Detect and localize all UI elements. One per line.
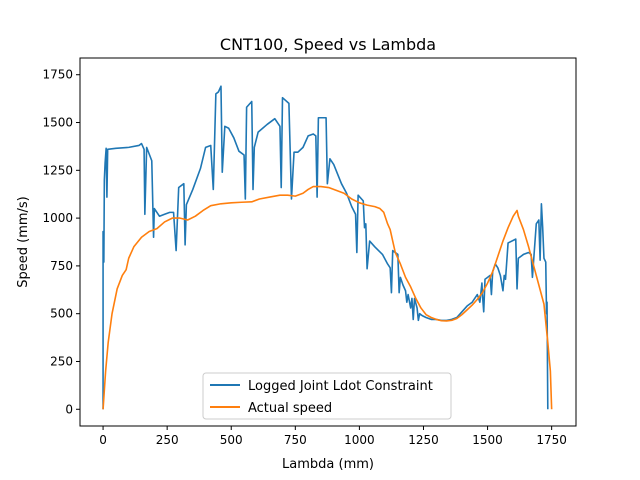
- x-tick-label: 1750: [536, 433, 567, 447]
- x-axis-label: Lambda (mm): [282, 457, 374, 472]
- x-tick-label: 1500: [472, 433, 503, 447]
- y-tick-label: 0: [65, 402, 73, 416]
- y-axis: 0 250 500 750 1000 1250 1500 1750: [42, 68, 80, 416]
- legend-label-logged-joint: Logged Joint Ldot Constraint: [248, 379, 433, 394]
- y-axis-label: Speed (mm/s): [16, 196, 31, 288]
- series-line-1: [102, 185, 553, 410]
- y-tick-label: 1250: [42, 163, 73, 177]
- y-tick-label: 1500: [42, 116, 73, 130]
- legend: Logged Joint Ldot Constraint Actual spee…: [202, 372, 452, 420]
- x-tick-label: 1250: [408, 433, 439, 447]
- legend-label-actual-speed: Actual speed: [248, 401, 332, 416]
- y-tick-label: 500: [50, 307, 73, 321]
- y-tick-label: 1750: [42, 68, 73, 82]
- x-tick-label: 0: [99, 433, 107, 447]
- chart-title: CNT100, Speed vs Lambda: [220, 35, 436, 54]
- series-layer: [102, 85, 553, 410]
- x-tick-label: 250: [156, 433, 179, 447]
- y-tick-label: 1000: [42, 211, 73, 225]
- y-tick-label: 250: [50, 354, 73, 368]
- axes-frame: [79, 57, 577, 427]
- y-tick-label: 750: [50, 259, 73, 273]
- x-tick-label: 750: [284, 433, 307, 447]
- plot-area: [102, 85, 553, 410]
- x-axis: 0 250 500 750 1000 1250 1500 1750: [99, 426, 567, 447]
- x-tick-label: 500: [220, 433, 243, 447]
- x-tick-label: 1000: [344, 433, 375, 447]
- legend-box: [202, 372, 452, 420]
